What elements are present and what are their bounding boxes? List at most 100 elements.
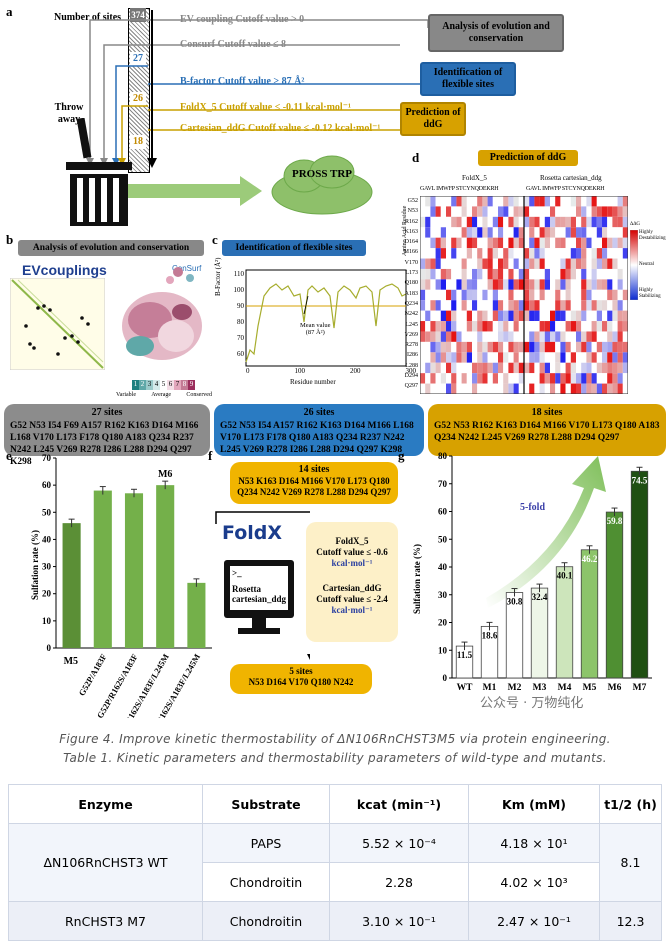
heatmap-cell (440, 310, 446, 322)
category-label: M5 (583, 683, 597, 693)
heatmap-cell (472, 310, 478, 322)
heatmap-cell (544, 352, 550, 363)
heatmap-cell (617, 279, 623, 290)
heatmap-cell (477, 289, 483, 301)
heatmap-cell (596, 310, 602, 322)
heatmap-cell (617, 227, 623, 238)
header-kcat: kcat (min⁻¹) (329, 784, 469, 824)
rosetta-header: Rosetta cartesian_ddg (540, 174, 602, 182)
heatmap-cell (461, 279, 467, 290)
heatmap-cell (576, 321, 582, 332)
heatmap-cell (451, 248, 457, 259)
heatmap-cell (508, 196, 514, 207)
y-tick-label: 0 (443, 673, 448, 683)
heatmap-cell (487, 279, 493, 290)
heatmap-cell (602, 383, 608, 394)
heatmap-cell (596, 268, 602, 280)
heatmap-cell (508, 341, 514, 353)
heatmap-cell (435, 300, 441, 311)
heatmap-cell (617, 248, 623, 259)
consurf-logo: ConSurf (172, 264, 202, 273)
heatmap-cell (508, 310, 514, 322)
heatmap-cell (503, 227, 509, 238)
heatmap-cell (524, 206, 530, 217)
heatmap-cell (576, 258, 582, 269)
heatmap-cell (513, 206, 519, 217)
heatmap-cell (456, 383, 462, 394)
heatmap-cell (560, 216, 566, 228)
heatmap-cell (487, 341, 493, 353)
heatmap-cell (524, 289, 530, 301)
heatmap-cell (570, 321, 576, 332)
heatmap-cell (612, 310, 618, 322)
evcouplings-logo: EVcouplings (22, 262, 107, 278)
heatmap-cell (487, 300, 493, 311)
heatmap-cell (586, 216, 592, 228)
heatmap-cell (477, 362, 483, 374)
heatmap-cell (498, 362, 504, 374)
heatmap-cell (508, 300, 514, 311)
heatmap-cell (461, 216, 467, 228)
heatmap-cell (524, 341, 530, 353)
count-26: 26 (130, 92, 146, 106)
heatmap-cell (420, 310, 426, 322)
heatmap-cell (456, 289, 462, 301)
heatmap-cell (529, 216, 535, 228)
heatmap-cell (565, 373, 571, 384)
heatmap-cell (560, 268, 566, 280)
heatmap-cell (581, 258, 587, 269)
sites-27-title: 27 sites (91, 407, 123, 418)
consurf-structure-image (122, 267, 202, 360)
heatmap-cell (586, 248, 592, 259)
ytick: 110 (233, 270, 244, 278)
heatmap-cell (622, 331, 628, 342)
heatmap-cell (596, 248, 602, 259)
heatmap-cell (430, 352, 436, 363)
heatmap-cell (518, 268, 524, 280)
heatmap-cell (503, 196, 509, 207)
panel-c-label: c (212, 232, 218, 247)
heatmap-cell (544, 216, 550, 228)
heatmap-cell (565, 331, 571, 342)
heatmap-cell (602, 362, 608, 374)
heatmap-cell (560, 373, 566, 384)
heatmap-cell (466, 216, 472, 228)
heatmap-cell (607, 310, 613, 322)
heatmap-cell (539, 310, 545, 322)
heatmap-cell (440, 321, 446, 332)
heatmap-cell (596, 321, 602, 332)
heatmap-cell (602, 289, 608, 301)
heatmap-cell (576, 196, 582, 207)
y-tick-label: 60 (438, 507, 448, 517)
heatmap-cell (550, 310, 556, 322)
heatmap-cell (607, 206, 613, 217)
heatmap-cell (550, 373, 556, 384)
heatmap-cell (617, 196, 623, 207)
heatmap-cell (503, 331, 509, 342)
heatmap-cell (440, 268, 446, 280)
foldx-cutoff-unit: kcal·mol⁻¹ (331, 558, 373, 568)
header-enzyme: Enzyme (8, 784, 203, 824)
heatmap-cell (602, 237, 608, 249)
heatmap-cell (518, 341, 524, 353)
heatmap-cell (477, 237, 483, 249)
aa-header-rosetta: GAVL IMWFP STCYNQDEKRH (526, 186, 605, 192)
heatmap-cell (524, 300, 530, 311)
panel-b-label: b (6, 232, 14, 247)
heatmap-cell (440, 227, 446, 238)
heatmap-cell (466, 206, 472, 217)
heatmap-cell (622, 258, 628, 269)
heatmap-cell (472, 268, 478, 280)
heatmap-cell (524, 196, 530, 207)
heatmap-cell (617, 373, 623, 384)
heatmap-cell (466, 196, 472, 207)
heatmap-cell (576, 237, 582, 249)
cart-cutoff-unit: kcal·mol⁻¹ (331, 605, 373, 615)
heatmap-cell (420, 279, 426, 290)
heatmap-cell (508, 362, 514, 374)
heatmap-cell (498, 227, 504, 238)
heatmap-cell (482, 279, 488, 290)
heatmap-cell (539, 373, 545, 384)
heatmap-cell (581, 321, 587, 332)
heatmap-cell (492, 268, 498, 280)
